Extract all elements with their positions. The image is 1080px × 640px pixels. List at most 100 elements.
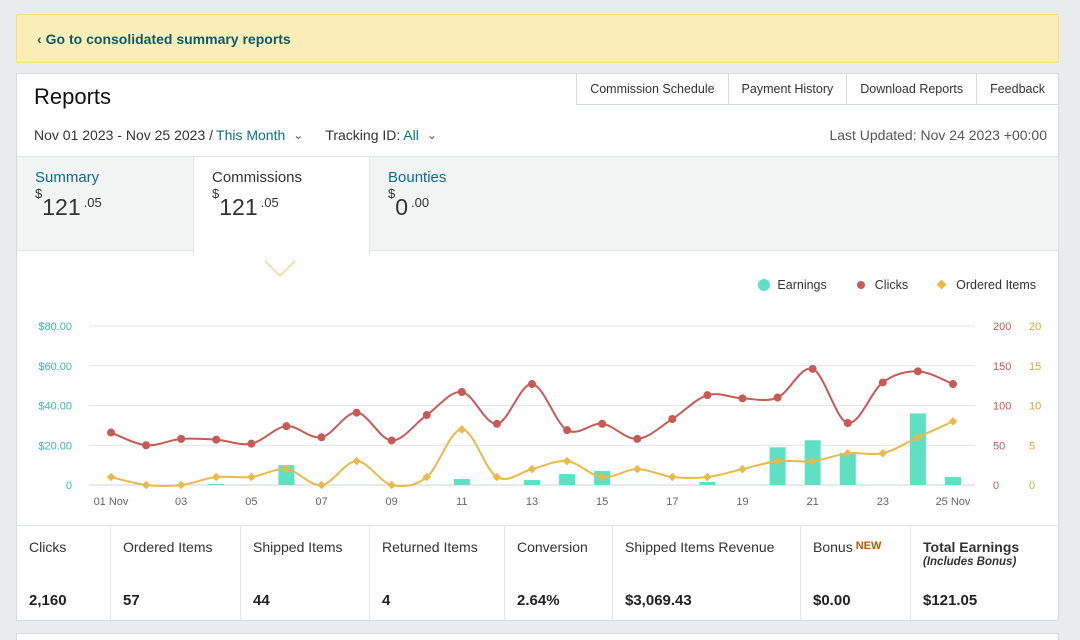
ordered-items-point — [527, 464, 537, 474]
clicks-point — [528, 380, 536, 389]
earnings-bar — [839, 453, 856, 485]
clicks-point — [457, 387, 466, 396]
metric-total-sublabel: (Includes Bonus) — [923, 556, 1017, 568]
clicks-point — [668, 415, 677, 424]
metric-shipped-label: Shipped Items — [253, 539, 343, 555]
clicks-point — [598, 419, 607, 428]
report-filters: Nov 01 2023 - Nov 25 2023 / This Month ⌄… — [34, 127, 437, 143]
ordered-items-point — [212, 472, 221, 482]
tab-download-reports[interactable]: Download Reports — [846, 74, 978, 105]
new-badge: NEW — [855, 540, 882, 552]
y-left-tick-label: $40.00 — [38, 401, 72, 413]
x-tick-label: 19 — [736, 496, 748, 508]
metric-shipped-items: Shipped Items 44 — [241, 526, 370, 622]
metric-bonus: Bonus NEW $0.00 — [801, 526, 911, 622]
metric-clicks-label: Clicks — [29, 539, 67, 555]
y-clicks-tick-label: 200 — [993, 321, 1011, 333]
y-left-tick-label: 0 — [66, 480, 72, 492]
metrics-row: Clicks 2,160 Ordered Items 57 Shipped It… — [17, 525, 1058, 622]
legend-earnings[interactable]: Earnings — [758, 278, 827, 292]
metric-total-label: Total Earnings — [923, 539, 1020, 555]
bounties-amount: $0.00 — [388, 186, 430, 220]
metric-conversion-label: Conversion — [517, 539, 588, 555]
tab-commissions[interactable]: Commissions $121.05 — [193, 157, 370, 256]
clicks-point — [843, 418, 852, 427]
metric-clicks: Clicks 2,160 — [17, 526, 111, 622]
earnings-swatch — [758, 279, 771, 291]
clicks-point — [212, 435, 221, 444]
clicks-point — [949, 380, 957, 389]
metric-ordered-value: 57 — [123, 592, 140, 609]
tracking-label: Tracking ID: — [325, 127, 401, 143]
x-tick-label: 23 — [877, 496, 889, 508]
ordered-items-point — [703, 472, 712, 482]
x-tick-label: 09 — [386, 496, 398, 508]
chevron-down-icon[interactable]: ⌄ — [426, 128, 437, 142]
ordered-items-point — [878, 448, 888, 458]
earnings-bar — [208, 484, 225, 485]
clicks-point — [282, 422, 291, 431]
consolidated-reports-link[interactable]: ‹ Go to consolidated summary reports — [37, 31, 291, 47]
chart-legend: Earnings Clicks Ordered Items — [732, 278, 1036, 292]
x-tick-label: 01 Nov — [94, 496, 129, 508]
x-tick-label: 03 — [175, 496, 187, 508]
ordered-items-point — [141, 480, 151, 490]
earnings-bar — [945, 477, 961, 485]
x-tick-label: 07 — [315, 496, 327, 508]
clicks-point — [142, 441, 151, 450]
tab-feedback[interactable]: Feedback — [976, 74, 1058, 105]
clicks-point — [177, 434, 186, 443]
x-tick-label: 15 — [596, 496, 608, 508]
y-left-tick-label: $80.00 — [38, 321, 72, 333]
metric-conversion: Conversion 2.64% — [505, 526, 613, 622]
earnings-bar — [453, 479, 470, 485]
metric-revenue-value: $3,069.43 — [625, 592, 692, 609]
clicks-point — [808, 364, 817, 373]
ordered-items-point — [457, 425, 467, 434]
x-tick-label: 13 — [526, 496, 538, 508]
earnings-bar — [559, 474, 576, 485]
chevron-down-icon[interactable]: ⌄ — [293, 128, 304, 142]
y-clicks-tick-label: 100 — [993, 401, 1011, 413]
y-clicks-tick-label: 150 — [993, 361, 1011, 373]
tab-summary-label: Summary — [35, 169, 100, 186]
ordered-items-point — [492, 472, 502, 482]
metric-ordered-items: Ordered Items 57 — [111, 526, 241, 622]
tab-payment-history[interactable]: Payment History — [727, 74, 848, 105]
metric-shipped-value: 44 — [253, 592, 270, 609]
commissions-amount: $121.05 — [212, 186, 279, 220]
metric-total-value: $121.05 — [923, 592, 978, 609]
x-tick-label: 25 Nov — [936, 496, 971, 508]
consolidated-reports-label: Go to consolidated summary reports — [45, 30, 291, 47]
ordered-items-point — [247, 472, 256, 482]
last-updated: Last Updated: Nov 24 2023 +00:00 — [829, 127, 1047, 143]
legend-ordered[interactable]: Ordered Items — [934, 278, 1036, 292]
metric-returned-label: Returned Items — [382, 539, 478, 555]
metric-conversion-value: 2.64% — [517, 592, 560, 609]
ordered-items-point — [387, 480, 396, 490]
x-tick-label: 17 — [666, 496, 678, 508]
y-ordered-tick-label: 15 — [1029, 361, 1041, 373]
legend-clicks[interactable]: Clicks — [853, 278, 908, 292]
page-title: Reports — [34, 84, 112, 109]
tracking-id-dropdown[interactable]: All — [403, 127, 419, 143]
ordered-items-point — [352, 456, 361, 466]
metric-returned-items: Returned Items 4 — [370, 526, 505, 622]
clicks-point — [247, 439, 256, 448]
ordered-items-point — [738, 464, 747, 474]
tab-summary[interactable]: Summary $121.05 — [17, 157, 193, 252]
summary-tabs: Summary $121.05 Commissions $121.05 Boun… — [17, 156, 1058, 256]
x-tick-label: 11 — [456, 496, 467, 508]
earnings-bar — [909, 413, 926, 485]
ordered-items-point — [106, 472, 116, 482]
clicks-point — [913, 367, 922, 376]
period-dropdown[interactable]: This Month — [216, 127, 286, 143]
tab-bounties[interactable]: Bounties $0.00 — [370, 157, 546, 252]
y-left-tick-label: $20.00 — [38, 440, 72, 452]
ordered-items-point — [282, 464, 291, 474]
clicks-point — [422, 411, 431, 420]
clicks-point — [387, 436, 396, 445]
clicks-point — [563, 426, 572, 435]
ordered-items-point — [317, 480, 326, 490]
tab-commission-schedule[interactable]: Commission Schedule — [576, 74, 729, 105]
